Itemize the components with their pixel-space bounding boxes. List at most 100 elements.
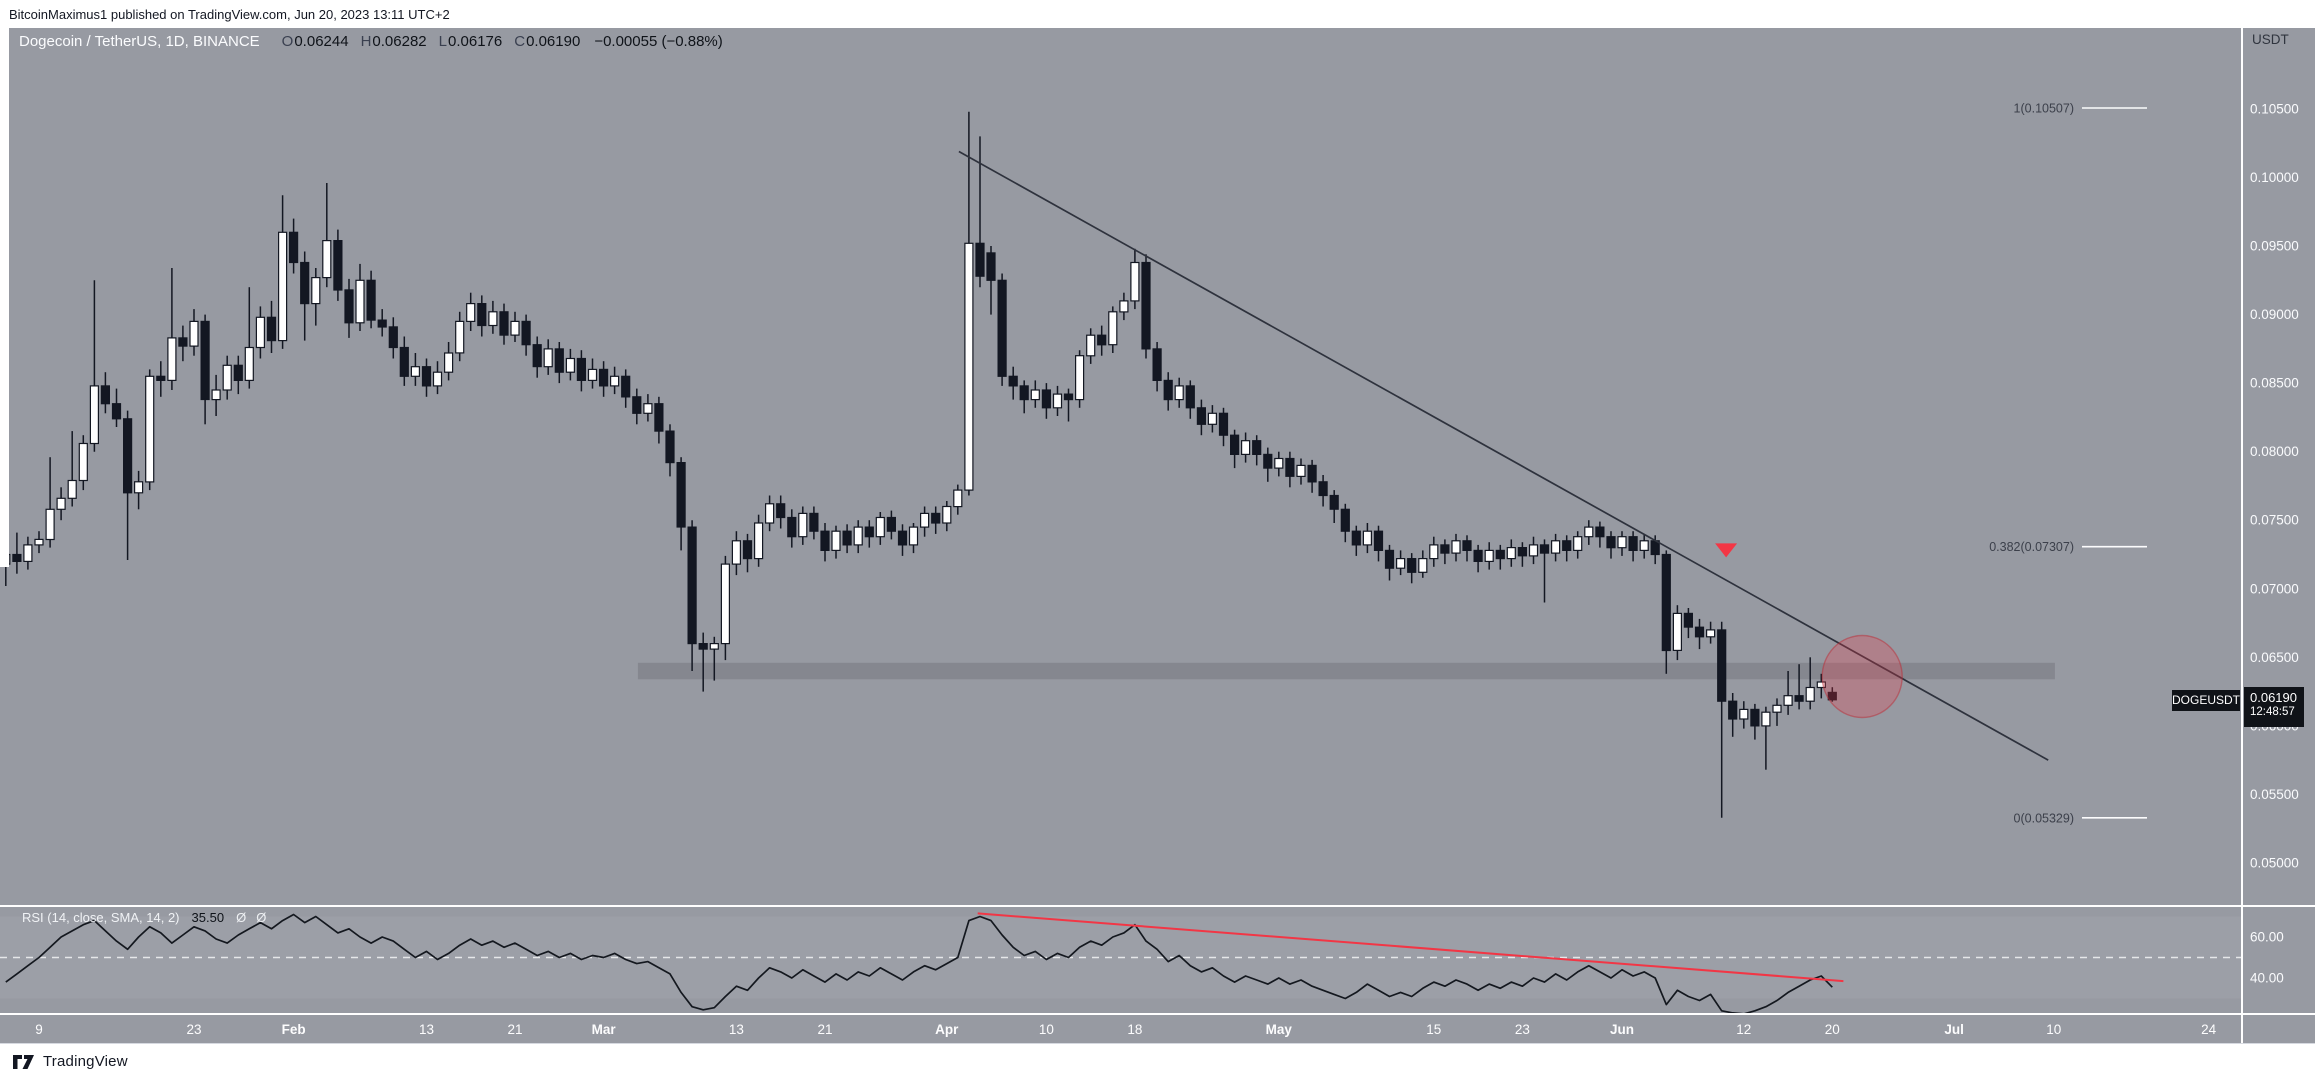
candle[interactable] [1263, 453, 1273, 469]
candle[interactable] [908, 526, 919, 546]
descending-trendline[interactable] [958, 150, 2049, 761]
candle[interactable] [1252, 440, 1262, 456]
candle[interactable] [1086, 334, 1096, 357]
candle[interactable] [89, 385, 100, 445]
candle[interactable] [156, 375, 166, 381]
time-tick-label[interactable]: 15 [1426, 1022, 1441, 1037]
time-tick-label[interactable]: 23 [186, 1022, 201, 1037]
candle[interactable] [820, 530, 830, 552]
price-tick-label[interactable]: 0.07500 [2250, 513, 2299, 528]
rsi-title[interactable]: RSI (14, close, SMA, 14, 2) [22, 910, 180, 925]
price-tick-label[interactable]: 0.09500 [2250, 239, 2299, 254]
rsi-tick-label[interactable]: 60.00 [2250, 930, 2284, 945]
time-tick-label[interactable]: 23 [1515, 1022, 1530, 1037]
support-zone-band[interactable] [637, 662, 2055, 680]
candle[interactable] [1384, 549, 1395, 569]
candle[interactable] [809, 512, 819, 532]
candle[interactable] [1550, 540, 1561, 554]
candle[interactable] [1063, 393, 1074, 401]
candle[interactable] [1030, 389, 1040, 401]
candle[interactable] [100, 385, 111, 405]
candle[interactable] [211, 389, 221, 401]
candle[interactable] [1473, 549, 1483, 563]
candle[interactable] [12, 553, 22, 563]
candle[interactable] [289, 231, 299, 264]
candle[interactable] [1584, 526, 1594, 538]
candle[interactable] [1407, 557, 1417, 573]
time-tick-label[interactable]: 10 [2046, 1022, 2061, 1037]
candle[interactable] [731, 540, 742, 565]
candle[interactable] [167, 337, 177, 381]
candle[interactable] [632, 396, 642, 414]
candle[interactable] [953, 489, 963, 508]
candle[interactable] [986, 252, 996, 281]
price-pane[interactable] [0, 28, 2055, 818]
candle[interactable] [266, 316, 277, 342]
candle[interactable] [1462, 540, 1472, 551]
rsi-pane[interactable] [0, 912, 2242, 1014]
candle[interactable] [643, 403, 653, 414]
candle[interactable] [1451, 540, 1461, 554]
candle[interactable] [488, 311, 498, 327]
candle[interactable] [1805, 686, 1815, 702]
time-tick-label[interactable]: 18 [1127, 1022, 1142, 1037]
candle[interactable] [355, 279, 365, 324]
candle[interactable] [122, 418, 133, 494]
candle[interactable] [1052, 393, 1063, 409]
time-tick-label[interactable]: Mar [592, 1022, 617, 1037]
candle[interactable] [56, 497, 66, 510]
candle[interactable] [1274, 457, 1284, 469]
candle[interactable] [410, 366, 420, 377]
price-tick-label[interactable]: 0.05500 [2250, 787, 2299, 802]
candle[interactable] [1484, 549, 1494, 563]
candle[interactable] [831, 530, 841, 552]
candle[interactable] [1329, 494, 1339, 510]
chart-background[interactable] [0, 28, 2315, 1043]
candle[interactable] [1495, 549, 1505, 560]
candle[interactable] [532, 344, 542, 368]
candle[interactable] [576, 357, 587, 381]
candle[interactable] [864, 526, 874, 538]
candle[interactable] [897, 530, 908, 546]
candle[interactable] [886, 516, 897, 532]
candle[interactable] [1783, 695, 1793, 706]
candle[interactable] [931, 512, 941, 524]
time-tick-label[interactable]: Jul [1944, 1022, 1964, 1037]
brand-name[interactable]: TradingView [43, 1053, 128, 1070]
candle[interactable] [742, 540, 753, 560]
candle[interactable] [1008, 375, 1018, 387]
price-tick-label[interactable]: 0.06500 [2250, 650, 2299, 665]
candle[interactable] [598, 368, 609, 387]
candle[interactable] [444, 352, 454, 373]
candle[interactable] [997, 279, 1007, 377]
candle[interactable] [842, 530, 852, 546]
candle[interactable] [1617, 536, 1627, 549]
candle[interactable] [1019, 385, 1029, 401]
time-tick-label[interactable]: 13 [729, 1022, 744, 1037]
tradingview-logo-icon[interactable] [12, 1053, 36, 1071]
candle[interactable] [1185, 385, 1195, 409]
red-triangle-marker[interactable] [1715, 543, 1738, 558]
candle[interactable] [145, 375, 155, 483]
candle[interactable] [1539, 544, 1550, 554]
candle[interactable] [1606, 536, 1616, 549]
candle[interactable] [366, 279, 376, 321]
candle[interactable] [1694, 626, 1705, 638]
candle[interactable] [1373, 530, 1384, 552]
candle[interactable] [919, 512, 930, 528]
time-tick-label[interactable]: 24 [2201, 1022, 2217, 1037]
candle[interactable] [134, 481, 144, 494]
candle[interactable] [1174, 385, 1184, 401]
rsi-red-trendline[interactable] [977, 912, 1844, 983]
candle[interactable] [1705, 629, 1716, 638]
candle[interactable] [1528, 544, 1539, 557]
candle[interactable] [1672, 612, 1683, 652]
price-tick-label[interactable]: 0.07000 [2250, 581, 2299, 596]
price-tick-label[interactable]: 0.10000 [2250, 170, 2299, 185]
candle[interactable] [1595, 526, 1605, 538]
candle[interactable] [1562, 540, 1572, 551]
candle[interactable] [466, 303, 476, 323]
candle[interactable] [333, 240, 343, 291]
candle[interactable] [764, 503, 775, 524]
candle[interactable] [1119, 300, 1129, 313]
